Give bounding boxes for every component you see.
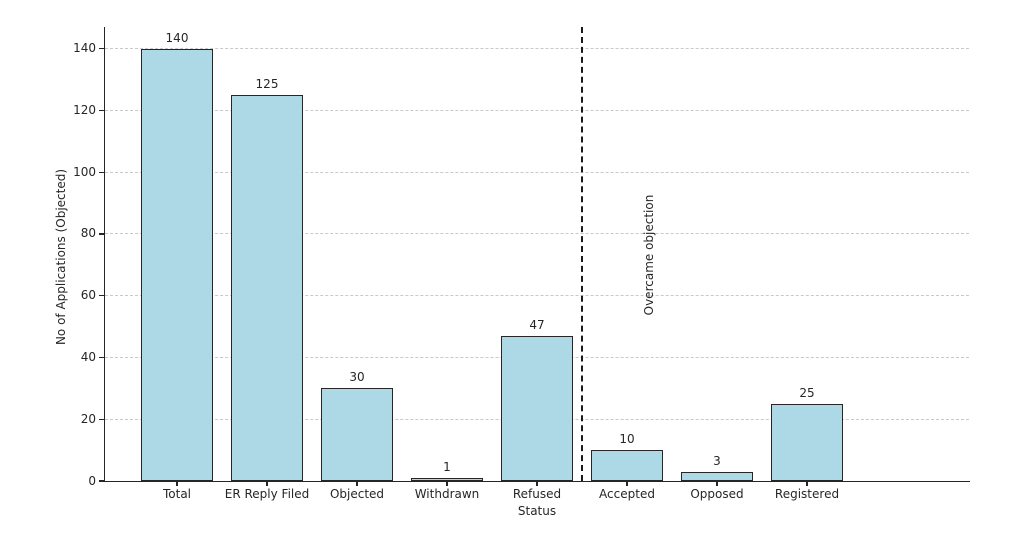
overcame-objection-divider-line (581, 27, 583, 481)
bar-registered (771, 403, 843, 481)
bar-refused (501, 335, 573, 481)
y-tick-label-40: 40 (80, 349, 96, 364)
y-axis-label: No of Applications (Objected) (54, 168, 68, 346)
y-tick-mark-140 (99, 48, 104, 50)
x-tick-mark-withdrawn (446, 482, 448, 486)
x-tick-mark-accepted (626, 482, 628, 486)
y-tick-label-60: 60 (80, 288, 96, 303)
x-tick-label-accepted: Accepted (599, 487, 655, 501)
bar-value-label-total: 140 (165, 30, 189, 45)
bar-value-label-objected: 30 (349, 370, 365, 385)
gridline-80 (105, 233, 969, 235)
bar-er-reply-filed (231, 94, 303, 481)
bar-opposed (681, 471, 753, 481)
x-tick-mark-er-reply-filed (266, 482, 268, 486)
x-tick-label-refused: Refused (512, 487, 562, 501)
x-tick-label-registered: Registered (774, 487, 840, 501)
bar-value-label-accepted: 10 (619, 432, 635, 447)
x-tick-label-er-reply-filed: ER Reply Filed (224, 487, 310, 501)
gridline-140 (105, 48, 969, 50)
y-tick-mark-60 (99, 295, 104, 297)
x-tick-mark-total (176, 482, 178, 486)
bar-value-label-refused: 47 (529, 317, 545, 332)
x-tick-label-opposed: Opposed (690, 487, 744, 501)
y-tick-label-140: 140 (73, 41, 96, 56)
x-tick-label-total: Total (162, 487, 192, 501)
y-tick-mark-40 (99, 356, 104, 359)
bar-accepted (591, 450, 663, 481)
x-axis-spine (104, 480, 970, 482)
y-tick-label-80: 80 (80, 226, 96, 241)
x-axis-label: Status (517, 504, 557, 518)
bar-value-label-withdrawn: 1 (443, 459, 451, 474)
bar-value-label-er-reply-filed: 125 (255, 76, 279, 91)
gridline-120 (105, 109, 969, 111)
x-tick-mark-opposed (716, 482, 718, 486)
x-tick-mark-refused (536, 482, 538, 486)
bar-value-label-opposed: 3 (713, 453, 721, 468)
x-tick-label-objected: Objected (329, 487, 385, 501)
bar-total (141, 48, 213, 481)
y-axis-spine (104, 27, 106, 482)
y-tick-mark-120 (99, 109, 104, 111)
y-tick-mark-0 (99, 480, 104, 482)
x-tick-mark-registered (806, 482, 808, 486)
y-tick-mark-80 (99, 233, 104, 235)
gridline-100 (105, 171, 969, 173)
gridline-60 (105, 295, 969, 297)
y-tick-label-0: 0 (88, 473, 96, 488)
x-tick-label-withdrawn: Withdrawn (414, 487, 480, 501)
y-tick-mark-20 (99, 418, 104, 420)
y-tick-mark-100 (99, 171, 104, 173)
bar-withdrawn (411, 477, 483, 481)
overcame-objection-divider-label: Overcame objection (642, 194, 656, 316)
y-tick-label-100: 100 (73, 164, 96, 179)
x-tick-mark-objected (356, 482, 358, 486)
y-tick-label-120: 120 (73, 102, 96, 117)
bar-objected (321, 388, 393, 481)
y-tick-label-20: 20 (80, 411, 96, 426)
bar-value-label-registered: 25 (799, 385, 815, 400)
